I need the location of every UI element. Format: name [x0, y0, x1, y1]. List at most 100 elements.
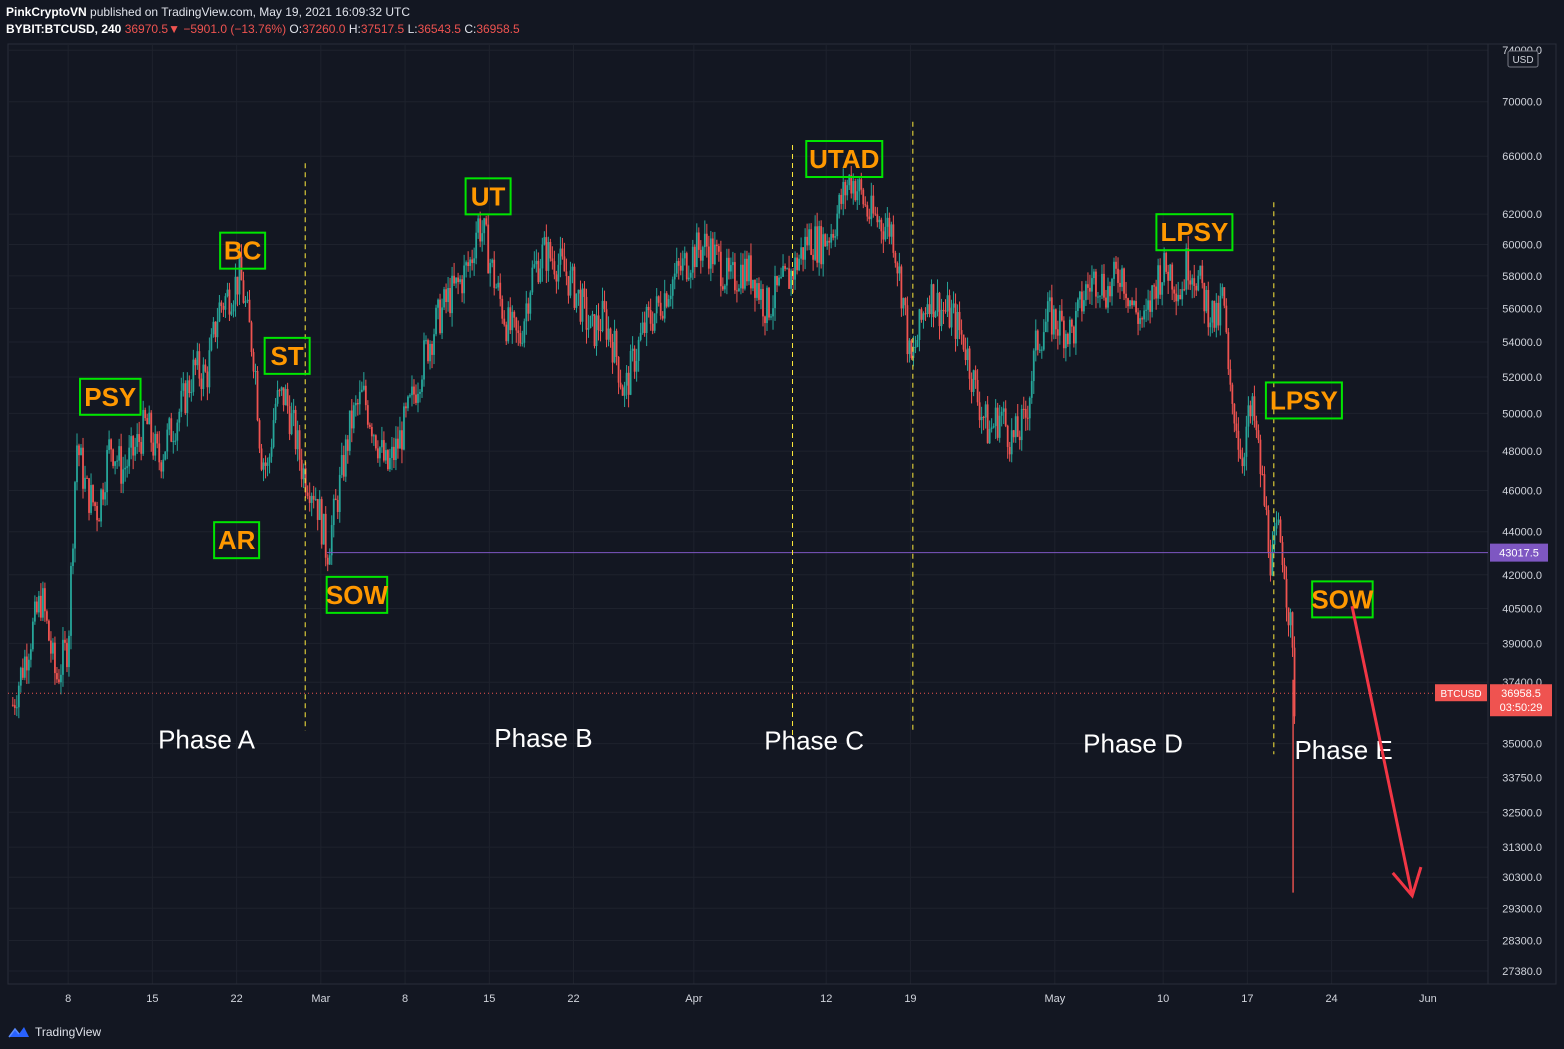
candle-body [374, 435, 377, 449]
candle-body [717, 246, 720, 252]
candle-body [884, 226, 887, 240]
candle-body [772, 308, 774, 317]
candle-body [393, 446, 395, 461]
wyckoff-label-box [1264, 381, 1343, 420]
candle-body [1207, 289, 1210, 328]
candle-body [405, 406, 407, 409]
candle-body [54, 642, 56, 674]
candle-body [601, 300, 604, 332]
candle-body [649, 310, 652, 324]
candle-body [1161, 282, 1164, 295]
wyckoff-label: UT [471, 181, 506, 211]
price-tick-label: 35000.0 [1502, 739, 1542, 751]
candle-body [713, 244, 716, 265]
time-tick-label: Jun [1419, 993, 1437, 1005]
candle-body [1113, 261, 1115, 279]
candle-body [1231, 384, 1234, 404]
candle-body [248, 299, 251, 323]
candle-body [1085, 284, 1087, 301]
candle-body [1026, 417, 1029, 419]
candle-body [31, 621, 34, 650]
candle-body [368, 424, 371, 427]
candle-body [244, 301, 247, 303]
candle-body [846, 185, 849, 196]
candle-body [1089, 287, 1091, 292]
candle-body [364, 385, 367, 406]
candle-body [521, 342, 524, 344]
symbol-tag [1435, 684, 1487, 702]
wyckoff-label-box [263, 336, 311, 375]
price-tick-label: 44000.0 [1502, 527, 1542, 539]
candle-body [380, 440, 383, 448]
candle-body [1022, 408, 1025, 410]
candle-body [1117, 268, 1119, 283]
candle-body [266, 462, 269, 466]
candle-body [994, 407, 997, 427]
candle-body [1087, 284, 1089, 288]
candle-body [1249, 405, 1252, 417]
candle-body [1064, 333, 1067, 349]
candle-body [56, 673, 58, 680]
candle-body [39, 595, 42, 618]
candle-body [1115, 261, 1117, 269]
candle-body [485, 218, 488, 225]
candle-body [218, 302, 221, 322]
candle-body [188, 380, 191, 393]
candle-body [878, 219, 881, 223]
candle-body [583, 288, 586, 297]
candle-body [958, 311, 961, 331]
candle-body [834, 236, 837, 238]
candle-body [651, 323, 654, 331]
candle-body [236, 276, 239, 295]
candle-body [734, 262, 736, 291]
tradingview-brand[interactable]: TradingView [35, 1025, 102, 1039]
candle-body [48, 620, 50, 641]
time-tick-label: 24 [1325, 993, 1337, 1005]
candle-body [13, 705, 16, 708]
candle-body [1127, 298, 1129, 307]
candle-body [533, 264, 536, 268]
candle-body [100, 489, 102, 522]
down-arrow-icon: ▼ [168, 22, 180, 36]
candle-body [352, 405, 355, 429]
candle-body [1014, 416, 1017, 438]
candle-body [1203, 283, 1206, 312]
candle-body [148, 412, 151, 425]
symbol-label[interactable]: BYBIT:BTCUSD, 240 [6, 22, 122, 36]
candle-body [1107, 286, 1109, 308]
candle-body [1030, 381, 1033, 398]
wyckoff-label-box [219, 231, 267, 270]
candle-body [110, 439, 112, 450]
candle-body [1121, 268, 1123, 287]
candle-body [421, 379, 423, 392]
candle-body [553, 261, 556, 275]
candle-body [966, 348, 969, 361]
candle-body [1103, 273, 1105, 298]
candle-body [1151, 285, 1154, 312]
publisher-name[interactable]: PinkCryptoVN [6, 5, 87, 19]
candle-body [603, 300, 606, 310]
tradingview-logo-icon [8, 1027, 29, 1038]
wyckoff-label-box [325, 575, 389, 614]
candle-body [918, 309, 921, 340]
high-label: H: [348, 22, 361, 36]
candle-body [423, 340, 425, 380]
price-tick-label: 52000.0 [1502, 372, 1542, 384]
candle-body [1111, 278, 1113, 297]
last-price: 36970.5 [124, 22, 169, 36]
candle-body [1273, 528, 1276, 545]
candle-body [88, 478, 90, 513]
candle-body [1253, 396, 1256, 421]
candle-body [1205, 289, 1208, 312]
candle-body [1091, 278, 1093, 292]
candle-body [316, 499, 319, 520]
candle-body [581, 288, 584, 322]
wyckoff-label: PSY [84, 382, 136, 412]
candle-body [924, 313, 927, 315]
candle-body [1257, 430, 1260, 440]
candle-body [511, 311, 514, 331]
candle-body [974, 370, 977, 380]
bar-countdown: 03:50:29 [1500, 702, 1543, 714]
candle-body [591, 314, 594, 317]
